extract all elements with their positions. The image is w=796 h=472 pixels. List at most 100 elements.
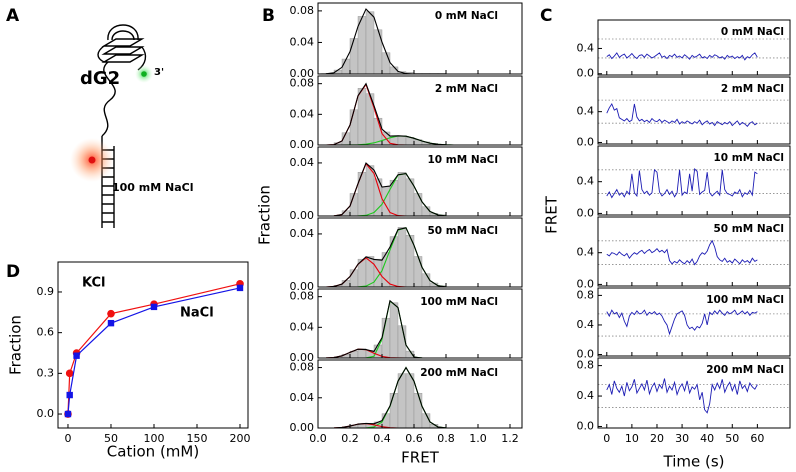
panel-frame: [597, 216, 791, 287]
panel-frame: [317, 146, 523, 217]
histogram-bar: [405, 373, 415, 429]
y-tick-label: 0.4: [577, 389, 595, 402]
panel-title: 100 mM NaCl: [420, 296, 498, 308]
panel-title: 2 mM NaCl: [721, 83, 784, 95]
x-tick-label: 100: [143, 432, 164, 445]
histogram-bar: [413, 193, 423, 217]
panel-title: 200 mM NaCl: [420, 367, 498, 379]
histogram-bar: [397, 172, 407, 217]
marker: [150, 303, 158, 311]
histogram-bar: [365, 11, 375, 75]
y-tick-label: 0.00: [290, 280, 315, 293]
panel-title: 2 mM NaCl: [435, 83, 498, 95]
y-tick-label: 0.04: [290, 107, 315, 120]
y-tick-label: 0.4: [577, 175, 595, 188]
x-tick-label: 200: [230, 432, 251, 445]
histogram-bar: [397, 135, 407, 146]
histogram-bar: [413, 393, 423, 429]
histogram-bar: [357, 348, 367, 359]
marker: [64, 410, 72, 418]
x-tick-label: 0: [603, 432, 610, 445]
acceptor-dye: [88, 156, 96, 164]
g-tetrad: [101, 54, 145, 63]
x-tick-label: 0.2: [341, 432, 359, 445]
panel-frame: [317, 75, 523, 146]
panel-title: 0 mM NaCl: [435, 10, 498, 22]
histogram-bar: [397, 373, 407, 429]
histogram-bar: [349, 38, 359, 75]
series-label: KCl: [82, 276, 106, 291]
loop: [111, 30, 135, 41]
x-tick-label: 60: [750, 432, 764, 445]
dna-diagram: [97, 24, 147, 228]
y-tick-label: 0.00: [290, 67, 315, 80]
histogram-bar: [389, 179, 399, 217]
marker: [66, 391, 73, 399]
y-tick-label: 0.4: [577, 246, 595, 259]
marker: [65, 369, 74, 378]
y-tick-label: 0.4: [577, 318, 595, 331]
y-tick-label: 0.4: [577, 41, 595, 54]
condition: 100 mM NaCl: [112, 181, 194, 194]
x-tick-label: 0.6: [405, 432, 423, 445]
x-tick-label: 50: [725, 432, 739, 445]
x-tick-label: 20: [650, 432, 664, 445]
histogram-bar: [421, 206, 431, 217]
g-tetrad: [101, 46, 145, 55]
y-tick-label: 0.0: [577, 206, 595, 219]
x-tick-label: 0: [64, 432, 71, 445]
panel-frame: [57, 261, 249, 429]
y-tick-label: 0.08: [290, 4, 315, 17]
fret-trace: [606, 239, 758, 266]
panel-frame: [597, 76, 791, 145]
construct-name: dG2: [80, 68, 120, 89]
y-tick-label: 0.04: [290, 227, 315, 240]
histogram-bar: [373, 29, 383, 75]
histogram-bar: [349, 109, 359, 146]
x-tick-label: 50: [104, 432, 118, 445]
histogram-bar: [389, 393, 399, 429]
x-tick-label: 0.4: [373, 432, 391, 445]
y-tick-label: 0.04: [290, 35, 315, 48]
x-axis-label: Cation (mM): [107, 443, 199, 461]
donor-dye: [141, 71, 147, 77]
histogram-bar: [421, 273, 431, 288]
x-tick-label: 150: [186, 432, 207, 445]
fret-trace: [606, 52, 758, 61]
x-tick-label: 10: [625, 432, 639, 445]
fret-trace: [606, 102, 758, 127]
histogram-bar: [357, 88, 367, 146]
panel-label: C: [540, 6, 552, 26]
y-tick-label: 0.04: [290, 156, 315, 169]
x-tick-label: 0.0: [309, 432, 327, 445]
y-tick-label: 0.08: [290, 290, 315, 303]
y-tick-label: 0.8: [577, 288, 595, 301]
panel-title: 50 mM NaCl: [428, 225, 499, 237]
panel-frame: [597, 19, 791, 76]
y-axis-label: FRET: [543, 195, 561, 234]
panel-title: 50 mM NaCl: [714, 223, 785, 235]
y-axis-label: Fraction: [7, 315, 25, 375]
loop: [107, 24, 139, 41]
y-tick-label: 0.3: [37, 366, 55, 379]
fret-trace: [606, 168, 758, 199]
y-tick-label: 0.8: [577, 359, 595, 372]
histogram-bar: [357, 172, 367, 217]
x-tick-label: 40: [700, 432, 714, 445]
histogram-bar: [365, 165, 375, 217]
y-tick-label: 0.0: [577, 67, 595, 80]
x-tick-label: 0.8: [437, 432, 455, 445]
y-tick-label: 0.04: [290, 320, 315, 333]
y-tick-label: 0.00: [290, 138, 315, 151]
marker: [73, 352, 80, 359]
panel-frame: [597, 357, 791, 429]
histogram-bar: [389, 302, 399, 359]
y-tick-label: 0.00: [290, 209, 315, 222]
y-tick-label: 0.04: [290, 391, 315, 404]
y-tick-label: 0.08: [290, 361, 315, 374]
histogram-bar: [381, 317, 391, 359]
fret-trace: [606, 378, 758, 414]
histogram-bar: [381, 413, 391, 429]
panel-frame: [317, 217, 523, 288]
y-tick-label: 0.4: [577, 105, 595, 118]
